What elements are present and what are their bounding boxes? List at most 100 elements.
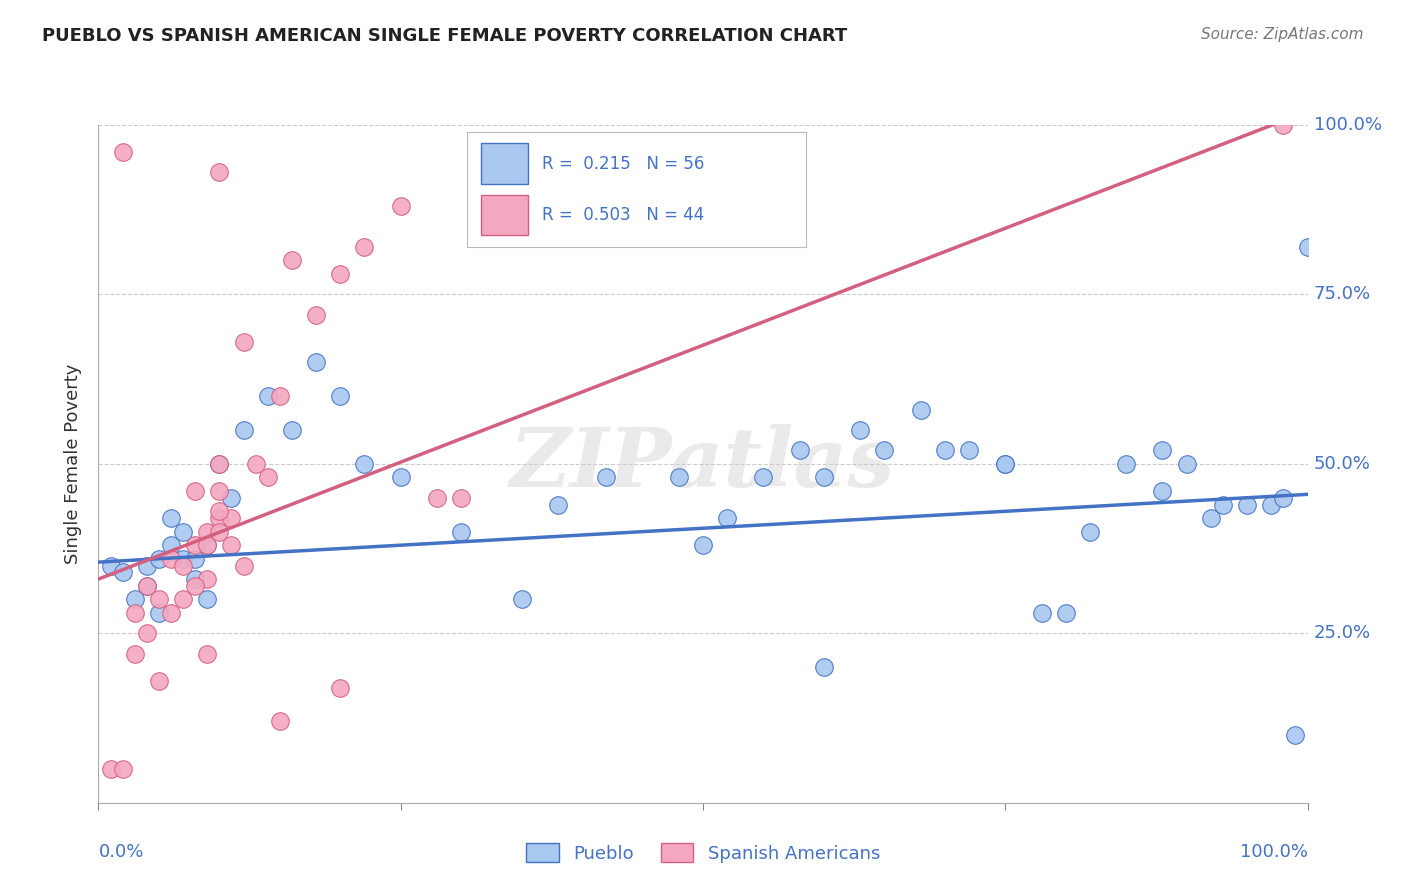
Point [329, 681, 352, 695]
Point [510, 592, 533, 607]
Point [184, 579, 207, 593]
Point [160, 511, 183, 525]
Point [1152, 443, 1174, 458]
Point [1236, 498, 1258, 512]
Point [329, 267, 352, 281]
Point [148, 673, 170, 688]
Point [135, 558, 157, 573]
Point [1175, 457, 1198, 471]
Point [172, 524, 194, 539]
Point [100, 762, 122, 776]
Point [184, 551, 207, 566]
Point [160, 538, 183, 552]
Point [305, 355, 328, 369]
Text: 100.0%: 100.0% [1313, 116, 1382, 134]
Text: 25.0%: 25.0% [1313, 624, 1371, 642]
Point [124, 647, 146, 661]
Point [195, 538, 218, 552]
Point [208, 524, 231, 539]
Point [269, 714, 291, 729]
Point [957, 443, 980, 458]
Point [184, 483, 207, 498]
Point [269, 389, 291, 403]
Point [281, 423, 304, 437]
Point [450, 524, 472, 539]
Point [1260, 498, 1282, 512]
Point [426, 491, 449, 505]
Legend: Pueblo, Spanish Americans: Pueblo, Spanish Americans [517, 834, 889, 871]
Point [100, 558, 122, 573]
Point [135, 579, 157, 593]
Point [232, 423, 254, 437]
Point [353, 457, 375, 471]
Point [994, 457, 1017, 471]
Point [135, 626, 157, 640]
Point [208, 504, 231, 518]
Point [111, 762, 134, 776]
Point [184, 538, 207, 552]
Point [256, 389, 278, 403]
Point [172, 551, 194, 566]
Point [668, 470, 690, 484]
Point [1078, 524, 1101, 539]
Point [1152, 483, 1174, 498]
Point [221, 511, 243, 525]
Text: PUEBLO VS SPANISH AMERICAN SINGLE FEMALE POVERTY CORRELATION CHART: PUEBLO VS SPANISH AMERICAN SINGLE FEMALE… [42, 27, 848, 45]
Point [208, 457, 231, 471]
Point [135, 579, 157, 593]
Point [195, 538, 218, 552]
Point [195, 524, 218, 539]
Point [1272, 491, 1295, 505]
Point [1296, 240, 1319, 254]
Text: 50.0%: 50.0% [1313, 455, 1371, 473]
Point [208, 165, 231, 179]
Point [148, 551, 170, 566]
Point [813, 470, 835, 484]
Point [245, 457, 267, 471]
Point [160, 551, 183, 566]
Point [172, 558, 194, 573]
Point [256, 470, 278, 484]
Point [1031, 606, 1053, 620]
Point [195, 647, 218, 661]
Point [595, 470, 617, 484]
Point [232, 334, 254, 349]
Point [547, 498, 569, 512]
Point [450, 491, 472, 505]
Point [208, 457, 231, 471]
Point [208, 511, 231, 525]
Point [994, 457, 1017, 471]
Point [232, 558, 254, 573]
Point [172, 592, 194, 607]
Point [160, 606, 183, 620]
Point [1272, 118, 1295, 132]
Point [910, 402, 932, 417]
Point [221, 538, 243, 552]
Point [111, 145, 134, 159]
Text: 0.0%: 0.0% [98, 844, 143, 862]
Point [1115, 457, 1137, 471]
Text: 75.0%: 75.0% [1313, 285, 1371, 303]
Point [716, 511, 738, 525]
Point [148, 606, 170, 620]
Point [692, 538, 714, 552]
Point [184, 572, 207, 586]
Point [873, 443, 896, 458]
Point [934, 443, 956, 458]
Point [208, 483, 231, 498]
Point [1284, 728, 1306, 742]
Point [389, 199, 412, 213]
Point [389, 470, 412, 484]
Text: ZIPatlas: ZIPatlas [510, 424, 896, 504]
Point [849, 423, 872, 437]
Point [195, 592, 218, 607]
Text: 100.0%: 100.0% [1240, 844, 1308, 862]
Point [813, 660, 835, 674]
Point [353, 240, 375, 254]
Point [281, 253, 304, 268]
Point [1054, 606, 1077, 620]
Point [1199, 511, 1222, 525]
Point [148, 592, 170, 607]
Point [752, 470, 775, 484]
Point [1212, 498, 1234, 512]
